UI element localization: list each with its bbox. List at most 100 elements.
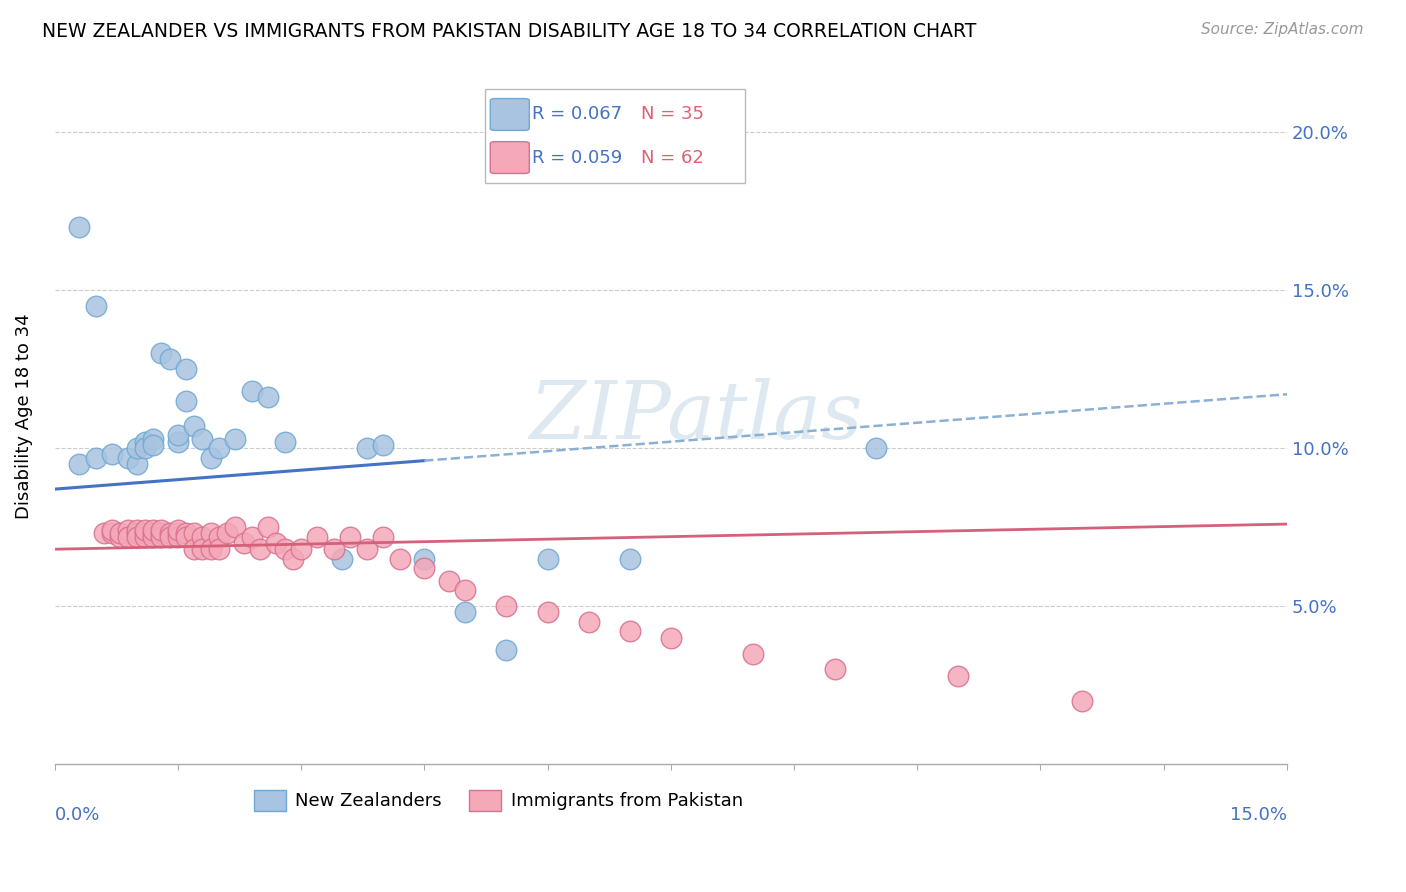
Point	[183, 526, 205, 541]
Point	[307, 530, 329, 544]
Point	[273, 542, 295, 557]
Point	[117, 450, 139, 465]
Point	[373, 438, 395, 452]
Point	[125, 441, 148, 455]
Point	[619, 551, 641, 566]
Point	[134, 526, 156, 541]
Point	[339, 530, 361, 544]
Point	[191, 542, 214, 557]
Text: N = 35: N = 35	[641, 105, 704, 123]
Point	[224, 432, 246, 446]
Point	[373, 530, 395, 544]
Text: 0.0%: 0.0%	[55, 806, 100, 824]
Point	[741, 647, 763, 661]
Point	[183, 542, 205, 557]
Point	[134, 523, 156, 537]
Point	[257, 391, 280, 405]
Point	[67, 219, 90, 234]
Point	[208, 542, 231, 557]
Point	[240, 384, 263, 398]
Point	[142, 432, 165, 446]
Point	[174, 530, 197, 544]
Point	[93, 526, 115, 541]
Point	[166, 434, 188, 449]
Point	[142, 438, 165, 452]
FancyBboxPatch shape	[485, 89, 745, 183]
Point	[200, 542, 222, 557]
Point	[166, 428, 188, 442]
Point	[215, 526, 238, 541]
Text: ZIPatlas: ZIPatlas	[529, 377, 862, 455]
Point	[166, 523, 188, 537]
Point	[191, 530, 214, 544]
Point	[200, 450, 222, 465]
Point	[281, 551, 304, 566]
Point	[454, 583, 477, 598]
Point	[174, 526, 197, 541]
Point	[125, 526, 148, 541]
Point	[125, 523, 148, 537]
Point	[174, 362, 197, 376]
FancyBboxPatch shape	[491, 142, 529, 173]
Text: NEW ZEALANDER VS IMMIGRANTS FROM PAKISTAN DISABILITY AGE 18 TO 34 CORRELATION CH: NEW ZEALANDER VS IMMIGRANTS FROM PAKISTA…	[42, 22, 977, 41]
Point	[388, 551, 411, 566]
Point	[865, 441, 887, 455]
Point	[134, 434, 156, 449]
Point	[191, 432, 214, 446]
Point	[134, 441, 156, 455]
Point	[166, 530, 188, 544]
Point	[84, 299, 107, 313]
Point	[266, 536, 288, 550]
Point	[330, 551, 353, 566]
Point	[659, 631, 682, 645]
Point	[454, 606, 477, 620]
Point	[174, 393, 197, 408]
FancyBboxPatch shape	[491, 98, 529, 130]
Point	[413, 551, 436, 566]
Text: 15.0%: 15.0%	[1230, 806, 1286, 824]
Point	[150, 530, 173, 544]
Point	[101, 447, 124, 461]
Point	[150, 523, 173, 537]
Point	[110, 526, 132, 541]
Text: R = 0.059: R = 0.059	[531, 149, 621, 167]
Point	[948, 669, 970, 683]
Point	[142, 526, 165, 541]
Point	[150, 526, 173, 541]
Point	[437, 574, 460, 588]
Point	[101, 523, 124, 537]
Y-axis label: Disability Age 18 to 34: Disability Age 18 to 34	[15, 314, 32, 519]
Point	[273, 434, 295, 449]
Point	[619, 624, 641, 639]
Point	[232, 536, 254, 550]
Point	[322, 542, 344, 557]
Point	[578, 615, 600, 629]
Point	[200, 526, 222, 541]
Point	[110, 530, 132, 544]
Text: Source: ZipAtlas.com: Source: ZipAtlas.com	[1201, 22, 1364, 37]
Point	[356, 542, 378, 557]
Point	[125, 530, 148, 544]
Text: R = 0.067: R = 0.067	[531, 105, 621, 123]
Point	[142, 530, 165, 544]
Point	[536, 606, 558, 620]
Point	[142, 523, 165, 537]
Point	[117, 530, 139, 544]
Point	[536, 551, 558, 566]
Point	[495, 643, 517, 657]
Text: N = 62: N = 62	[641, 149, 704, 167]
Point	[101, 526, 124, 541]
Point	[257, 520, 280, 534]
Point	[1070, 694, 1092, 708]
Point	[150, 346, 173, 360]
Point	[183, 418, 205, 433]
Point	[117, 523, 139, 537]
Point	[290, 542, 312, 557]
Point	[208, 530, 231, 544]
Point	[208, 441, 231, 455]
Point	[413, 561, 436, 575]
Point	[356, 441, 378, 455]
Point	[67, 457, 90, 471]
Point	[240, 530, 263, 544]
Point	[224, 520, 246, 534]
